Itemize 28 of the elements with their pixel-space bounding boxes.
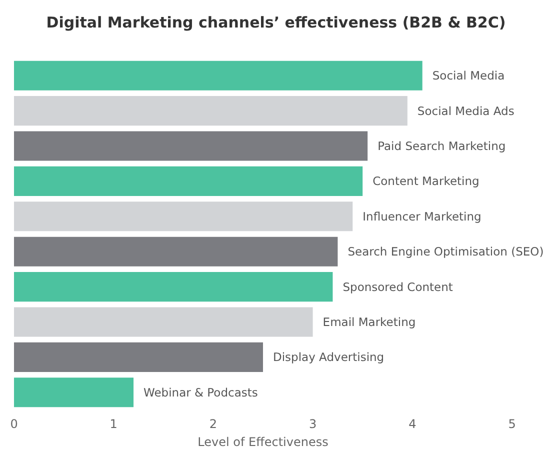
- bar: [14, 272, 333, 302]
- y-tick-label: Paid Search Marketing: [378, 139, 506, 153]
- bar: [14, 202, 353, 232]
- bar: [14, 236, 338, 266]
- x-tick-label: 0: [10, 417, 18, 431]
- y-tick-label: Display Advertising: [273, 350, 384, 364]
- bar: [14, 131, 368, 161]
- x-tick-label: 5: [508, 417, 516, 431]
- y-tick-label: Content Marketing: [372, 174, 480, 188]
- chart-title: Digital Marketing channels’ effectiveness (B2B & B2C): [46, 14, 506, 32]
- bar: [14, 378, 134, 408]
- x-axis-title: Level of Effectiveness: [198, 435, 328, 449]
- y-tick-label: Search Engine Optimisation (SEO): [348, 244, 544, 259]
- bar: [14, 96, 408, 126]
- bar: [14, 342, 263, 372]
- x-tick-label: 3: [308, 417, 317, 431]
- x-tick-label: 1: [110, 417, 118, 431]
- y-tick-label: Webinar & Podcasts: [144, 385, 258, 400]
- x-tick-label: 2: [209, 417, 218, 431]
- y-tick-label: Influencer Marketing: [362, 209, 482, 224]
- bar: [14, 166, 363, 196]
- y-tick-label: Sponsored Content: [342, 280, 454, 294]
- y-tick-label: Social Media: [432, 68, 505, 83]
- bar: [14, 60, 422, 90]
- y-tick-label: Social Media Ads: [417, 104, 514, 118]
- bar: [14, 307, 313, 337]
- y-tick-label: Email Marketing: [322, 315, 416, 329]
- x-tick-label: 4: [408, 417, 416, 431]
